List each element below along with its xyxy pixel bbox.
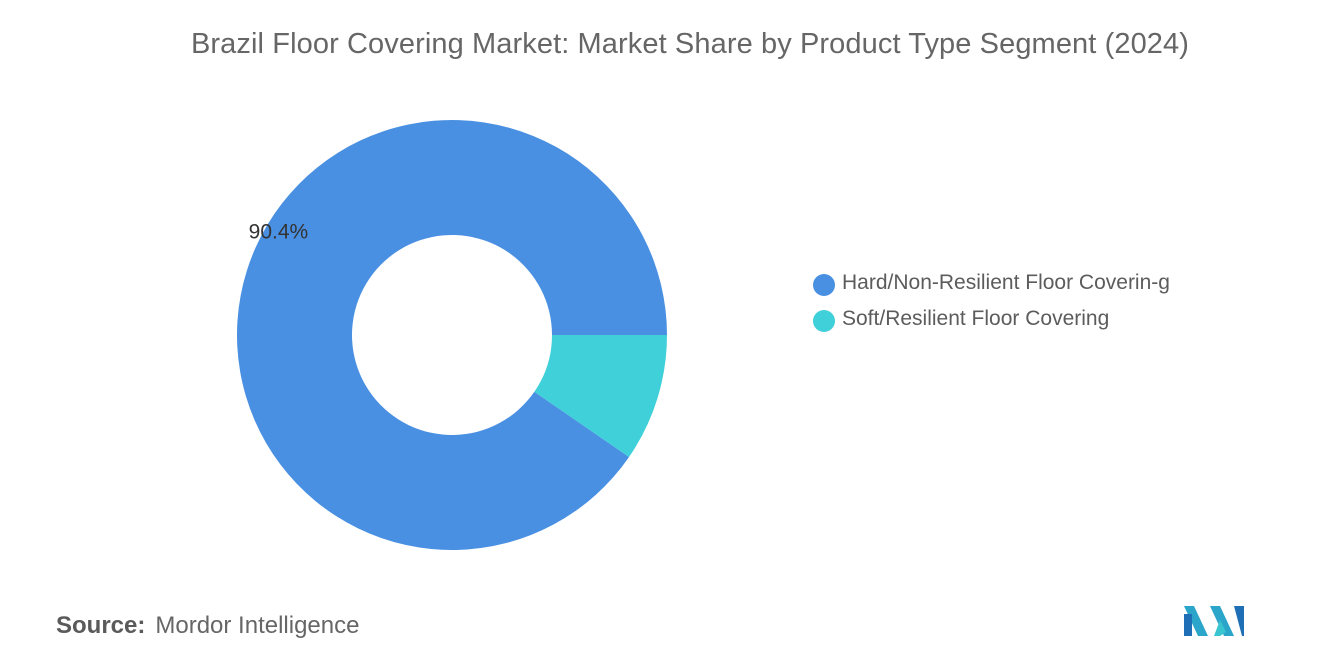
slice-hard[interactable]: [237, 119, 667, 551]
legend-swatch-hard: [813, 274, 835, 296]
data-label-hard: 90.4%: [249, 221, 309, 244]
data-labels-layer: 90.4%: [249, 221, 309, 244]
chart-title: Brazil Floor Covering Market: Market Sha…: [190, 28, 1190, 60]
source-label: Source:: [56, 612, 146, 639]
source-value: Mordor Intelligence: [155, 612, 360, 639]
slice-soft[interactable]: [534, 335, 667, 457]
legend-label-hard: Hard/Non-Resilient Floor Coverin-g: [842, 271, 1170, 294]
slices-layer: [237, 119, 667, 551]
legend-swatch-soft: [813, 310, 835, 332]
mordor-intelligence-logo-icon: [1184, 606, 1244, 636]
legend: Hard/Non-Resilient Floor Coverin-g Soft/…: [813, 270, 1193, 342]
legend-item-soft[interactable]: Soft/Resilient Floor Covering: [813, 306, 1193, 332]
legend-label-soft: Soft/Resilient Floor Covering: [842, 307, 1110, 330]
source-note: Source: Mordor Intelligence: [56, 612, 359, 640]
legend-item-hard[interactable]: Hard/Non-Resilient Floor Coverin-g: [813, 270, 1193, 296]
